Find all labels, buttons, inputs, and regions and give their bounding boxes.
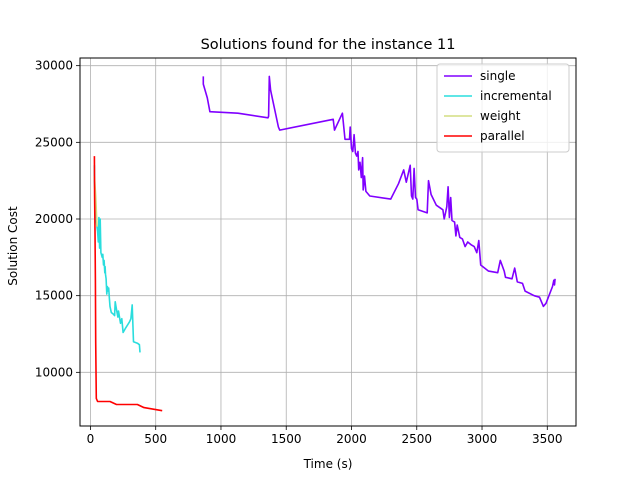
legend: single incremental weight parallel — [436, 63, 570, 153]
x-tick-label: 1000 — [206, 432, 237, 446]
series-line-parallel — [93, 156, 163, 412]
x-tick-label: 3500 — [532, 432, 563, 446]
x-tick-label: 500 — [144, 432, 167, 446]
y-axis-title: Solution Cost — [6, 206, 20, 286]
y-tick-label: 25000 — [35, 135, 73, 149]
y-tick-label: 20000 — [35, 212, 73, 226]
legend-label-incremental: incremental — [480, 89, 552, 103]
plot-frame — [79, 57, 577, 427]
x-axis-title: Time (s) — [303, 457, 353, 471]
x-tick-label: 2500 — [401, 432, 432, 446]
series-line-single — [202, 75, 556, 308]
series-line-incremental — [93, 165, 141, 353]
legend-label-weight: weight — [480, 109, 521, 123]
legend-box — [436, 63, 570, 153]
x-tick-label: 2000 — [336, 432, 367, 446]
y-tick-label: 15000 — [35, 289, 73, 303]
legend-label-parallel: parallel — [480, 129, 525, 143]
x-tick-label: 3000 — [467, 432, 498, 446]
legend-label-single: single — [480, 69, 516, 83]
x-axis-ticks: 0 500 1000 1500 2000 2500 3000 3500 — [87, 426, 563, 446]
x-tick-label: 1500 — [271, 432, 302, 446]
y-tick-label: 30000 — [35, 59, 73, 73]
y-axis-ticks: 10000 15000 20000 25000 30000 — [35, 59, 80, 379]
y-tick-label: 10000 — [35, 365, 73, 379]
series-lines — [93, 75, 556, 412]
x-tick-label: 0 — [87, 432, 95, 446]
chart-title: Solutions found for the instance 11 — [201, 37, 456, 53]
